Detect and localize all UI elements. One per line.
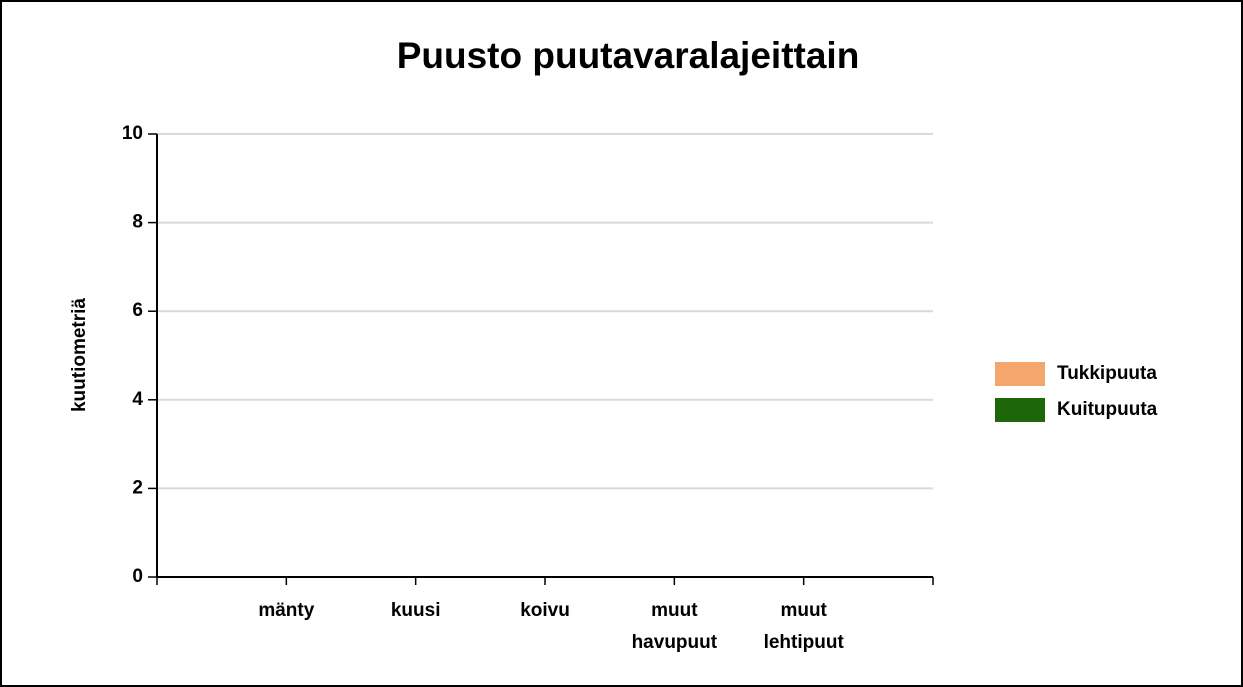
x-tick-label: mänty [258,600,314,621]
x-tick-label: kuusi [391,600,441,621]
y-tick-label: 2 [132,477,143,498]
y-tick-label: 6 [132,300,143,321]
y-axis-label: kuutiometriä [69,298,90,412]
legend-label: Tukkipuuta [1057,363,1157,384]
chart-title: Puusto puutavaralajeittain [397,35,860,76]
x-tick-label: muut lehtipuut [764,600,845,653]
y-tick-label: 10 [122,123,143,144]
legend-label: Kuitupuuta [1057,399,1158,420]
y-tick-label: 8 [132,212,143,233]
legend-swatch [995,398,1045,422]
x-tick-label: muut havupuut [632,600,718,653]
y-tick-label: 4 [132,389,143,410]
y-tick-label: 0 [132,566,143,587]
x-tick-label: koivu [520,600,570,621]
legend-swatch [995,362,1045,386]
